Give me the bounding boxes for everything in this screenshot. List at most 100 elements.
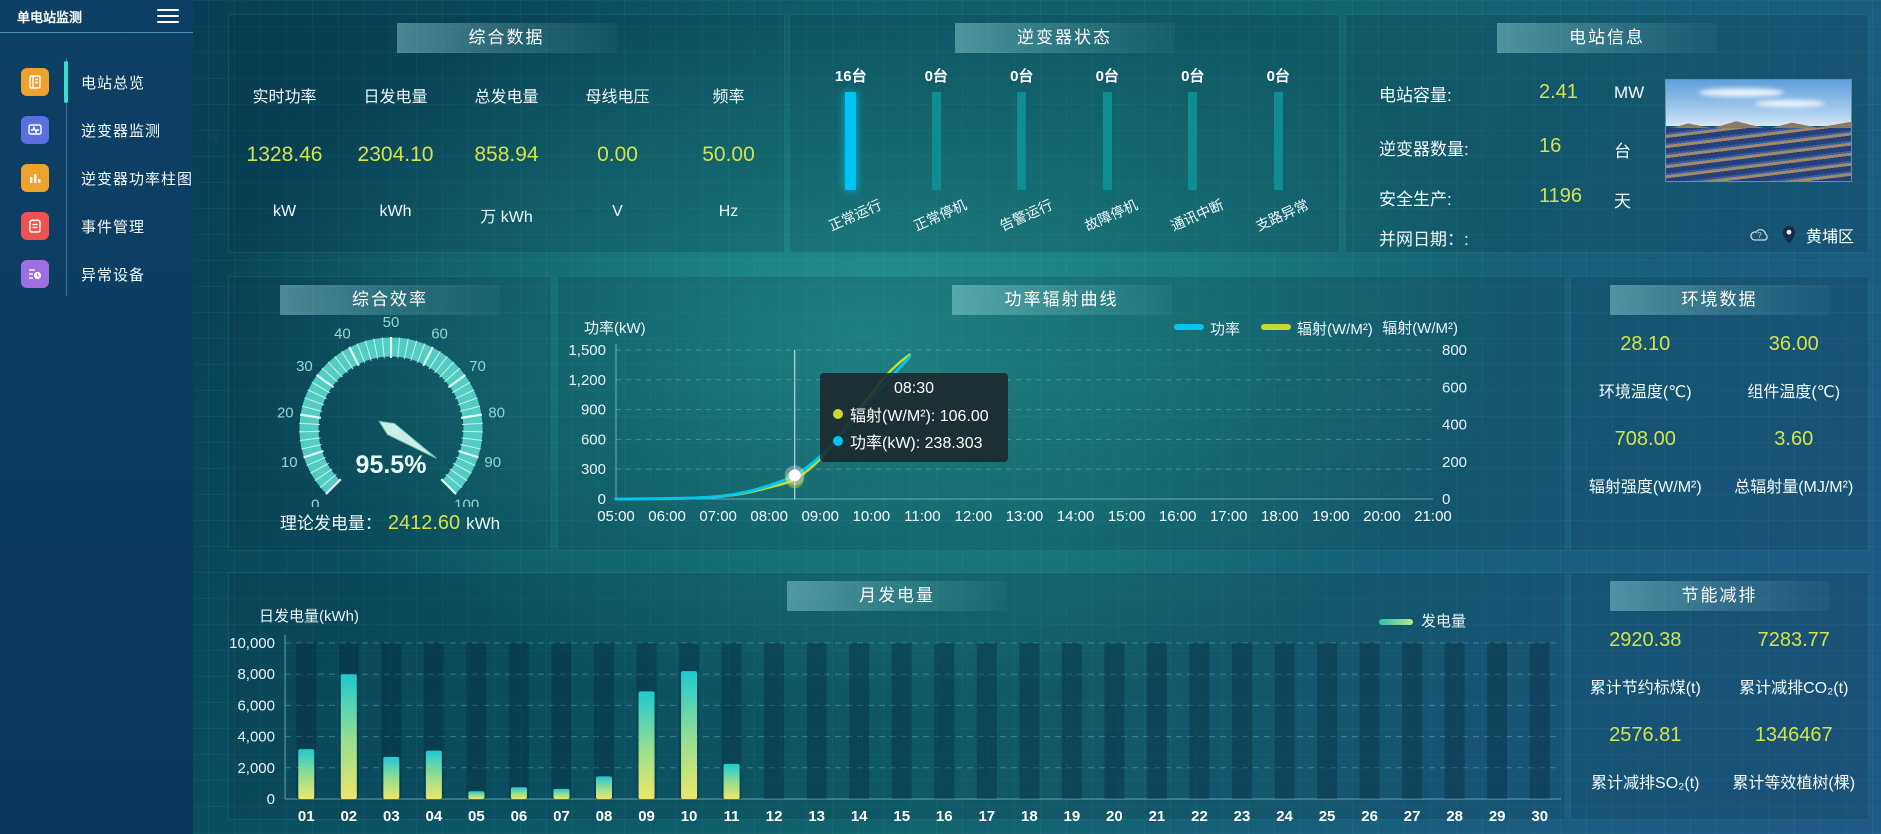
saving-trees: 1346467 累计等效植树(棵) — [1720, 724, 1869, 793]
weather-cloud-icon[interactable]: ? — [1748, 227, 1772, 243]
inverter-monitor-icon — [21, 116, 49, 144]
stat-label: 频率 — [712, 89, 745, 106]
metric-label: 总辐射量(MJ/M²) — [1734, 479, 1854, 496]
stat-unit: Hz — [718, 203, 739, 220]
metric-value: 1346467 — [1754, 724, 1833, 746]
svg-text:19: 19 — [1064, 808, 1081, 821]
stat-label: 日发电量 — [363, 89, 428, 106]
svg-text:15: 15 — [893, 808, 910, 821]
saving-so2: 2576.81 累计减排SO₂(t) — [1571, 724, 1720, 793]
field-label: 安全生产: — [1379, 190, 1452, 209]
clipboard-icon — [21, 212, 49, 240]
inverter-status-column[interactable]: 16台 正常运行 — [808, 65, 894, 246]
sidebar-collapse-arrow-icon[interactable] — [206, 131, 218, 145]
inverter-status-bar[interactable] — [1273, 92, 1283, 190]
inverter-count-label: 0台 — [1010, 68, 1034, 85]
field-unit: kWh — [466, 514, 501, 533]
svg-text:日发电量(kWh): 日发电量(kWh) — [259, 608, 359, 625]
panel-energy-saving: 节能减排 2920.38 累计节约标煤(t) 7283.77 累计减排CO₂(t… — [1570, 572, 1869, 820]
svg-text:24: 24 — [1276, 808, 1293, 821]
field-value: 2412.60 — [387, 512, 461, 534]
efficiency-gauge[interactable]: 0 10 20 30 40 50 60 70 80 90 100 95.5% — [229, 314, 551, 514]
field-label: 逆变器数量: — [1379, 140, 1469, 159]
panel-title: 功率辐射曲线 — [951, 285, 1172, 315]
chart-tooltip: 08:30 辐射(W/M²): 106.00 功率(kW): 238.303 — [820, 373, 1008, 462]
stat-label: 总发电量 — [474, 89, 539, 106]
svg-text:10:00: 10:00 — [853, 508, 891, 525]
svg-text:40: 40 — [334, 326, 351, 343]
svg-text:1,500: 1,500 — [568, 342, 606, 359]
svg-text:03: 03 — [383, 808, 400, 821]
monthly-generation-chart[interactable]: 日发电量(kWh) 发电量 0 2,000 4,000 6,000 8,000 10,000 0… — [229, 573, 1565, 825]
svg-text:200: 200 — [1442, 454, 1467, 471]
metric-label: 累计减排SO₂(t) — [1591, 775, 1700, 792]
svg-text:18:00: 18:00 — [1261, 508, 1299, 525]
sidebar-item-event-management[interactable]: 事件管理 — [0, 202, 193, 250]
sidebar-item-station-overview[interactable]: 电站总览 — [0, 58, 193, 106]
inverter-status-bar[interactable] — [1102, 92, 1112, 190]
theoretical-generation-row: 理论发电量： 2412.60 kWh — [229, 509, 551, 535]
inverter-status-bar[interactable] — [1188, 92, 1198, 190]
panel-title: 综合数据 — [396, 23, 617, 53]
svg-text:20: 20 — [1106, 808, 1123, 821]
metric-value: 2576.81 — [1609, 724, 1682, 746]
inverter-status-column[interactable]: 0台 告警运行 — [979, 65, 1065, 246]
svg-text:12:00: 12:00 — [955, 508, 993, 525]
metric-value: 7283.77 — [1757, 629, 1830, 651]
svg-text:95.5%: 95.5% — [356, 451, 427, 479]
svg-text:23: 23 — [1234, 808, 1251, 821]
grid-date-row: 并网日期：: — [1346, 225, 1868, 249]
svg-text:?: ? — [1757, 231, 1762, 240]
stat-unit: kW — [272, 203, 297, 220]
svg-text:26: 26 — [1361, 808, 1378, 821]
station-capacity-row: 电站容量: 2.41 MW — [1346, 81, 1868, 105]
svg-text:17:00: 17:00 — [1210, 508, 1248, 525]
stat-total-energy: 总发电量 858.94 万 kWh — [451, 67, 562, 227]
panel-summary-data: 综合数据 实时功率 1328.46 kW 日发电量 2304.10 kWh 总发… — [228, 14, 785, 253]
inverter-status-chart[interactable]: 16台 正常运行 0台 正常停机 0台 告警运行 0台 故障停机 0台 通讯中断 0台 支路异常 — [790, 65, 1339, 246]
tooltip-time: 08:30 — [893, 380, 935, 397]
hamburger-menu-icon[interactable] — [157, 9, 179, 23]
field-label: 电站容量: — [1379, 86, 1452, 105]
inverter-status-bar[interactable] — [1017, 92, 1027, 190]
saving-coal: 2920.38 累计节约标煤(t) — [1571, 629, 1720, 698]
inverter-status-column[interactable]: 0台 支路异常 — [1236, 65, 1322, 246]
stat-unit: 万 kWh — [480, 209, 533, 226]
inverter-status-name: 正常停机 — [911, 196, 970, 234]
svg-text:辐射(W/M²): 辐射(W/M²) — [1382, 320, 1458, 337]
metric-value: 28.10 — [1620, 333, 1671, 355]
inverter-status-column[interactable]: 0台 正常停机 — [894, 65, 980, 246]
stat-label: 母线电压 — [585, 89, 650, 106]
panel-station-info: 电站信息 电站容量: 2.41 MW 逆变器数量: 16 台 安全生产: 119… — [1345, 14, 1869, 253]
location-pin-icon[interactable] — [1782, 226, 1796, 244]
metric-label: 环境温度(℃) — [1598, 384, 1692, 401]
inverter-status-column[interactable]: 0台 故障停机 — [1065, 65, 1151, 246]
svg-text:02: 02 — [340, 808, 357, 821]
district-name: 黄埔区 — [1805, 229, 1854, 246]
metric-value: 36.00 — [1768, 333, 1819, 355]
svg-text:27: 27 — [1404, 808, 1421, 821]
svg-text:18: 18 — [1021, 808, 1038, 821]
sidebar-item-inverter-power-bars[interactable]: 逆变器功率柱图 — [0, 154, 193, 202]
svg-text:13: 13 — [808, 808, 825, 821]
inverter-status-name: 故障停机 — [1082, 196, 1141, 234]
svg-text:60: 60 — [431, 326, 448, 343]
location-row: ? 黄埔区 — [1748, 223, 1854, 247]
sidebar-item-abnormal-devices[interactable]: 异常设备 — [0, 250, 193, 298]
metric-label: 组件温度(℃) — [1747, 384, 1841, 401]
svg-text:20:00: 20:00 — [1363, 508, 1401, 525]
power-radiation-chart[interactable]: 功率(kW) 辐射(W/M²) 功率 辐射(W/M²) 0 300 600 900 1,200 1… — [558, 277, 1565, 550]
inverter-status-column[interactable]: 0台 通讯中断 — [1150, 65, 1236, 246]
inverter-status-bar[interactable] — [931, 92, 941, 190]
svg-text:08: 08 — [596, 808, 613, 821]
metric-label: 累计节约标煤(t) — [1589, 680, 1701, 697]
svg-text:05:00: 05:00 — [597, 508, 635, 525]
panel-title: 环境数据 — [1609, 285, 1830, 315]
svg-text:09:00: 09:00 — [801, 508, 839, 525]
svg-text:功率: 功率 — [1210, 321, 1240, 338]
sidebar-divider — [66, 58, 67, 296]
sidebar-item-inverter-monitor[interactable]: 逆变器监测 — [0, 106, 193, 154]
panel-title: 综合效率 — [280, 285, 500, 315]
inverter-status-bar[interactable] — [845, 92, 857, 190]
metric-label: 累计减排CO₂(t) — [1739, 680, 1849, 697]
